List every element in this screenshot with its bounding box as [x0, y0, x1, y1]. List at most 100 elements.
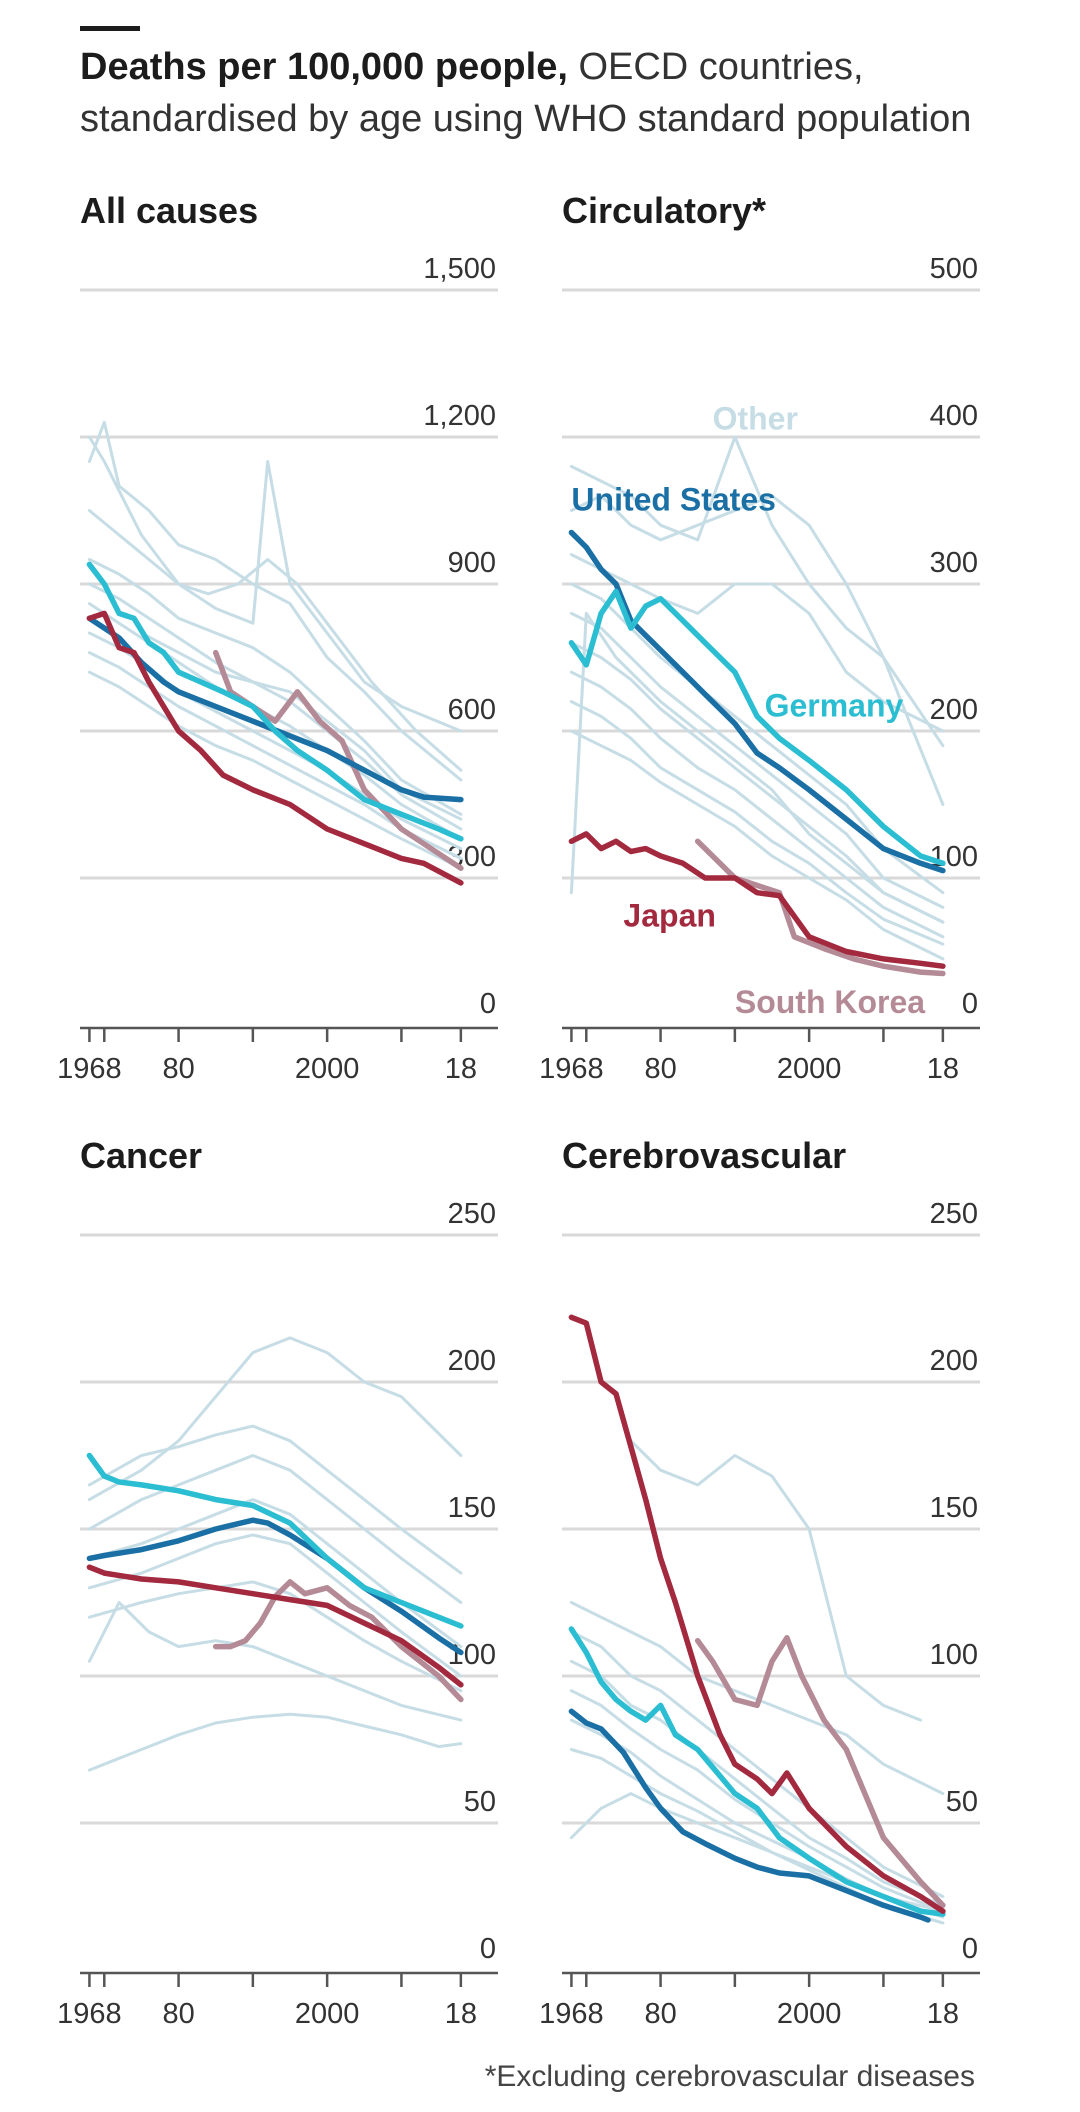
series-line-other	[569, 582, 945, 895]
series-line-other	[87, 1533, 463, 1678]
series-line-other	[569, 1659, 945, 1907]
series-line-other	[87, 1601, 463, 1722]
chart-title-bold: Deaths per 100,000 people,	[80, 46, 568, 88]
series-line-other	[87, 670, 463, 870]
x-tick-label: 80	[162, 1053, 194, 1085]
x-tick-label: 2000	[295, 1998, 360, 2030]
x-tick-label: 80	[644, 1998, 676, 2030]
x-tick-label: 18	[927, 1053, 959, 1085]
y-tick-label: 200	[448, 1345, 496, 1377]
series-line-japan	[86, 1564, 464, 1688]
y-tick-label: 1,200	[423, 400, 496, 432]
series-line-united-states	[86, 1517, 464, 1656]
x-tick-label: 2000	[295, 1053, 360, 1085]
series-line-japan	[568, 1314, 946, 1914]
y-tick-label: 1,500	[423, 253, 496, 285]
series-line-other	[139, 631, 463, 821]
series-label-other: Other	[713, 401, 798, 437]
x-tick-label: 80	[644, 1053, 676, 1085]
series-label-united-states: United States	[571, 482, 775, 518]
panel-title-cerebrovascular: Cerebrovascular	[562, 1135, 847, 1176]
y-tick-label: 500	[930, 253, 978, 285]
series-label-germany: Germany	[765, 687, 904, 723]
series-line-other	[569, 494, 945, 806]
series-line-other	[569, 641, 945, 924]
panel-title-circulatory: Circulatory*	[562, 190, 767, 231]
series-line-other	[87, 558, 463, 816]
cerebrovascular-chart: 0 50 100 150 200 250 1968 80 2000 18	[539, 1198, 980, 2030]
y-tick-label: 150	[930, 1492, 978, 1524]
y-tick-label: 150	[448, 1492, 496, 1524]
series-line-other	[87, 1712, 463, 1772]
y-tick-label: 300	[930, 547, 978, 579]
y-tick-label: 200	[930, 1345, 978, 1377]
y-tick-label: 400	[930, 400, 978, 432]
series-line-other	[87, 1424, 463, 1575]
series-line-other	[87, 651, 463, 860]
series-line-other	[569, 1630, 945, 1898]
series-line-other	[87, 435, 463, 733]
chart-title: Deaths per 100,000 people, OECD countrie…	[80, 40, 1040, 94]
y-tick-label: 250	[448, 1198, 496, 1230]
panel-title-all-causes: All causes	[80, 190, 259, 231]
y-tick-label: 50	[946, 1786, 978, 1818]
y-tick-label: 600	[448, 694, 496, 726]
footnote: *Excluding cerebrovascular diseases	[484, 2060, 975, 2093]
series-line-united-states	[568, 529, 946, 874]
x-tick-label: 1968	[57, 1053, 122, 1085]
series-line-other	[569, 1689, 945, 1913]
y-tick-label: 0	[962, 988, 978, 1020]
series-line-other	[629, 1439, 923, 1722]
x-tick-label: 80	[162, 1998, 194, 2030]
x-tick-label: 2000	[777, 1053, 842, 1085]
x-tick-label: 18	[927, 1998, 959, 2030]
series-line-other	[569, 611, 945, 924]
series-line-germany	[568, 1626, 946, 1917]
series-line-other	[569, 1718, 945, 1919]
y-tick-label: 0	[480, 1933, 496, 1965]
series-line-south-korea	[694, 838, 946, 977]
series-line-other	[569, 435, 945, 748]
series-line-other	[569, 1601, 945, 1796]
series-line-other	[569, 553, 945, 733]
y-tick-label: 50	[464, 1786, 496, 1818]
y-tick-label: 200	[930, 694, 978, 726]
panel-title-cancer: Cancer	[80, 1135, 203, 1176]
x-tick-label: 18	[445, 1053, 477, 1085]
series-line-germany	[86, 1452, 464, 1629]
series-line-south-korea	[212, 1579, 464, 1703]
series-line-other	[569, 729, 945, 961]
x-tick-label: 2000	[777, 1998, 842, 2030]
series-line-other	[87, 509, 463, 772]
chart-title-rest: OECD countries,	[567, 46, 864, 88]
title-accent-bar	[80, 26, 140, 31]
series-line-other	[87, 1498, 463, 1649]
series-line-other	[569, 700, 945, 946]
series-line-other	[569, 670, 945, 939]
y-tick-label: 100	[930, 1639, 978, 1671]
series-label-japan: Japan	[623, 898, 715, 934]
y-tick-label: 0	[962, 1933, 978, 1965]
series-line-germany	[568, 588, 946, 867]
series-line-other	[569, 611, 945, 909]
series-line-united-states	[568, 1708, 931, 1923]
x-tick-label: 1968	[539, 1053, 604, 1085]
series-line-united-states	[86, 615, 464, 803]
x-tick-label: 1968	[539, 1998, 604, 2030]
x-tick-label: 1968	[57, 1998, 122, 2030]
series-line-japan	[86, 610, 464, 886]
series-label-south-korea: South Korea	[735, 984, 925, 1020]
series-line-other	[87, 420, 463, 782]
y-tick-label: 0	[480, 988, 496, 1020]
series-line-other	[87, 1580, 463, 1693]
chart-subtitle: standardised by age using WHO standard p…	[80, 98, 972, 140]
series-line-south-korea	[694, 1635, 946, 1909]
series-line-other	[87, 1336, 463, 1502]
series-line-germany	[86, 561, 464, 842]
y-tick-label: 900	[448, 547, 496, 579]
series-line-other	[87, 1454, 463, 1604]
series-line-japan	[568, 831, 946, 969]
